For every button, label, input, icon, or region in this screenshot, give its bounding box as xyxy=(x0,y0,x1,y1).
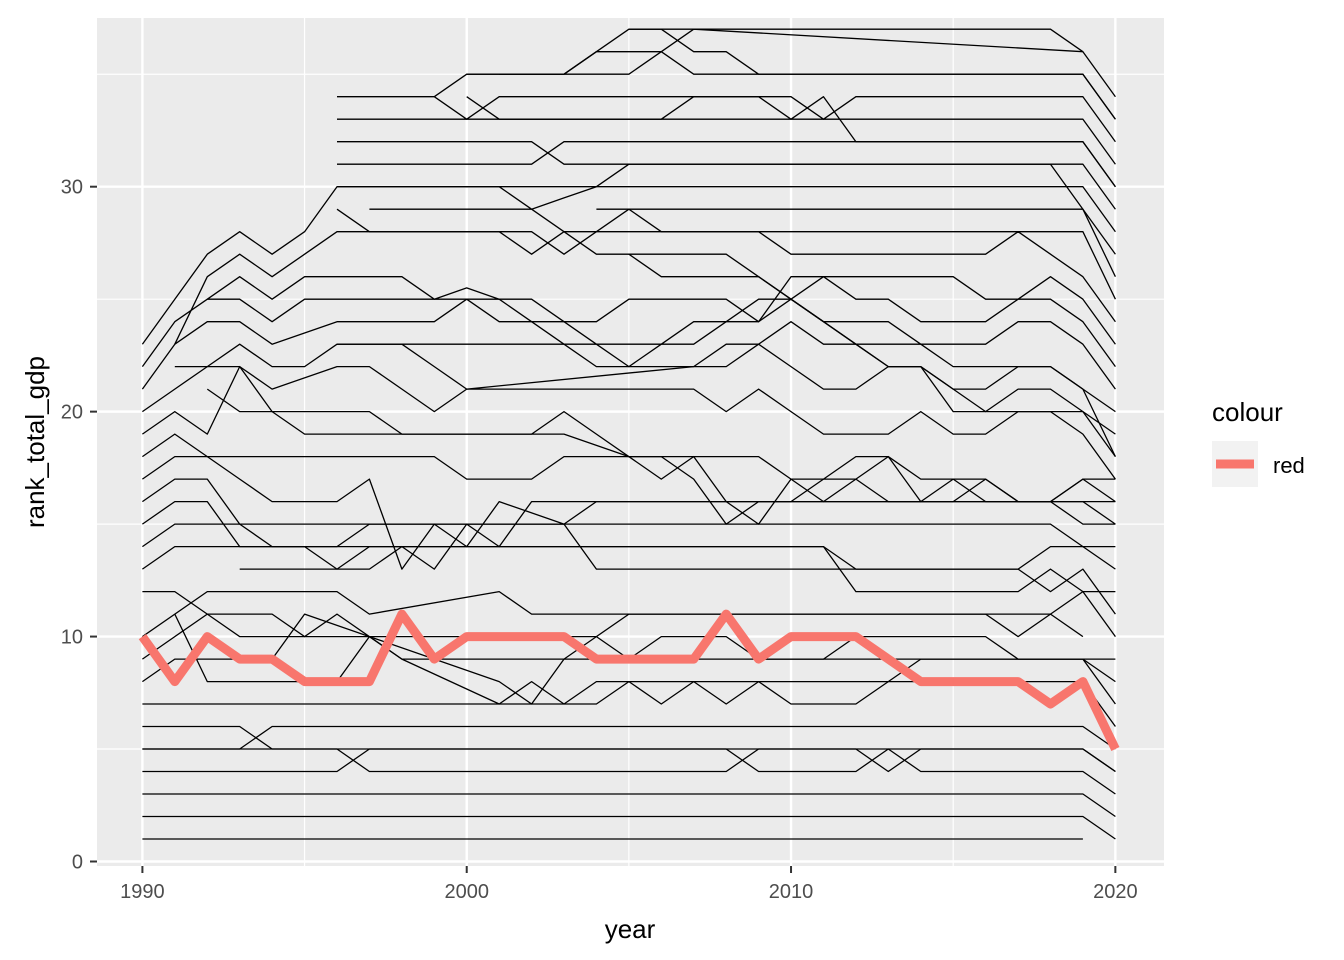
x-tick-label: 1990 xyxy=(120,881,165,903)
y-tick-label: 10 xyxy=(61,627,83,649)
series-line-42 xyxy=(466,51,1116,120)
y-tick-label: 0 xyxy=(72,852,83,874)
x-tick-label: 2020 xyxy=(1093,881,1138,903)
legend: colour red xyxy=(1212,397,1305,487)
series-line-red xyxy=(138,609,1120,751)
series-line-40 xyxy=(466,96,1116,188)
series-line-16 xyxy=(142,523,1116,570)
series-line-3 xyxy=(142,793,1116,818)
y-tick-label: 30 xyxy=(61,177,83,199)
series-line-44 xyxy=(628,28,1084,53)
series-line-33 xyxy=(596,208,1116,255)
plot-panel xyxy=(97,18,1164,866)
series-line-35 xyxy=(337,186,1116,233)
series-line-24 xyxy=(174,343,1116,435)
series-line-39 xyxy=(337,96,1116,143)
series-line-23 xyxy=(142,365,1116,457)
x-tick-label: 2000 xyxy=(444,881,489,903)
series-line-6 xyxy=(142,725,1116,773)
series-line-15 xyxy=(239,545,1116,593)
x-tick-label: 2010 xyxy=(769,881,814,903)
series-line-19 xyxy=(142,455,1116,570)
legend-title: colour xyxy=(1212,397,1283,427)
series-line-2 xyxy=(142,815,1116,840)
series-line-34 xyxy=(628,253,1116,457)
series-line-37 xyxy=(337,141,1116,210)
x-axis-title: year xyxy=(605,914,656,944)
y-tick-label: 20 xyxy=(61,402,83,424)
series-line-13 xyxy=(142,590,1116,638)
series-line-25 xyxy=(141,298,1116,413)
axes: 1990 2000 2010 2020 0 10 20 30 xyxy=(61,177,1138,903)
series-line-4 xyxy=(142,748,1116,795)
highlight-layer xyxy=(138,609,1120,751)
legend-label-red: red xyxy=(1273,453,1305,478)
series-line-28 xyxy=(206,276,1116,345)
y-axis-title: rank_total_gdp xyxy=(20,356,50,528)
series-line-7 xyxy=(142,725,1116,750)
series-line-22 xyxy=(206,388,1116,525)
series-line-12 xyxy=(142,590,1084,638)
series-line-43 xyxy=(499,28,1116,98)
series-line-31 xyxy=(336,208,1116,300)
series-line-29 xyxy=(141,186,1116,480)
series-line-17 xyxy=(142,500,1116,570)
